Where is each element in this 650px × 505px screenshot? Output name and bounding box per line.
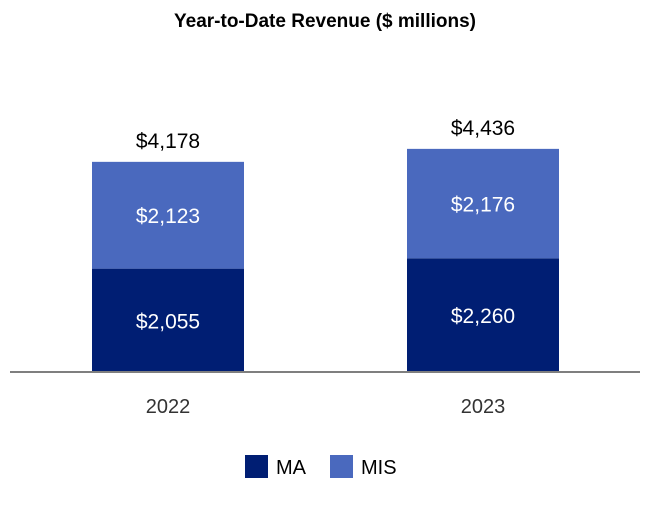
data-label-mis-2022: $2,123 xyxy=(136,205,200,228)
legend: MA MIS xyxy=(245,455,397,479)
bar-ma-2023 xyxy=(407,258,559,372)
total-label-2023: $4,436 xyxy=(451,117,515,140)
bar-mis-2023 xyxy=(407,148,559,259)
data-label-ma-2022: $2,055 xyxy=(136,310,200,333)
legend-swatch-mis xyxy=(330,455,353,478)
legend-label-ma: MA xyxy=(276,457,307,479)
bar-ma-2022 xyxy=(92,268,244,372)
bar-mis-2022 xyxy=(92,161,244,269)
total-label-2022: $4,178 xyxy=(136,130,200,153)
legend-label-mis: MIS xyxy=(361,457,397,479)
data-label-mis-2023: $2,176 xyxy=(451,194,515,217)
x-tick-label-2023: 2023 xyxy=(461,396,506,418)
data-label-ma-2023: $2,260 xyxy=(451,305,515,328)
chart-title: Year-to-Date Revenue ($ millions) xyxy=(174,11,476,32)
x-tick-label-2022: 2022 xyxy=(146,396,191,418)
legend-swatch-ma xyxy=(245,455,268,478)
